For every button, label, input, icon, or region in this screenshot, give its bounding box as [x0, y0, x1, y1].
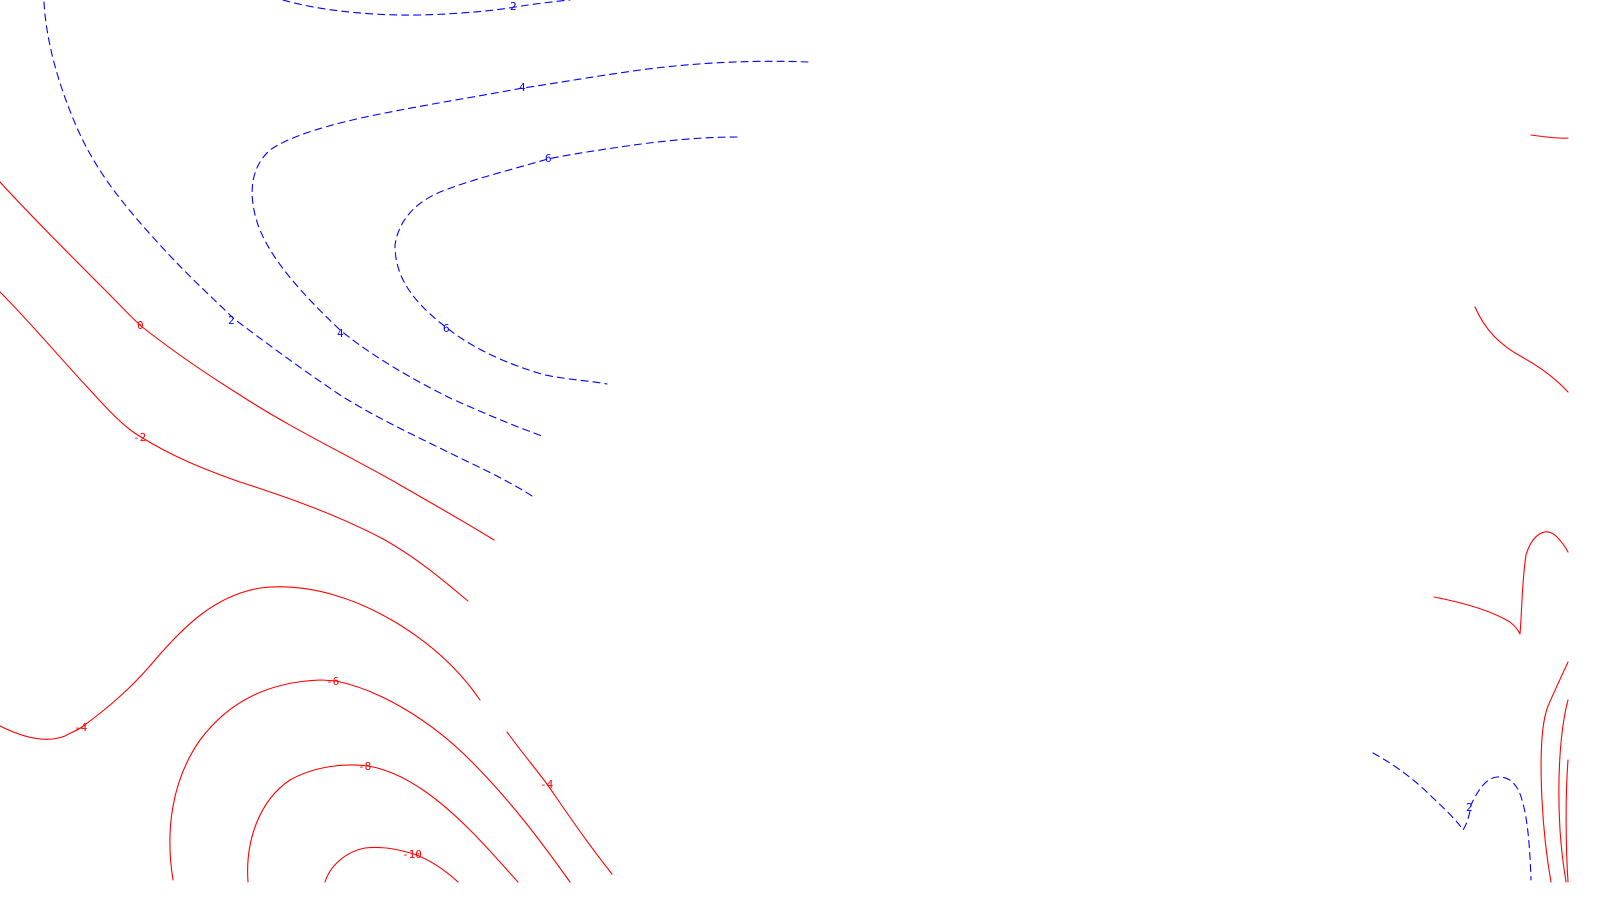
contour-label-2-top: 2 — [510, 0, 517, 13]
contour-line-2-left — [43, 1, 533, 497]
contour-line-minus-6 — [169, 679, 571, 883]
contour-line-0 — [0, 181, 495, 541]
contour-label-4-a: 4 — [519, 81, 526, 94]
contour-label-6-b: 6 — [443, 322, 450, 335]
negative-contours — [0, 134, 1569, 883]
contour-label-2-left: 2 — [228, 314, 235, 327]
contour-label-minus-2: -2 — [133, 431, 146, 444]
contour-line-minus-4-left — [0, 586, 481, 740]
contour-label-minus-8: -8 — [358, 760, 371, 773]
contour-line-2-top — [282, 0, 571, 16]
contour-line-minus-2 — [0, 291, 469, 602]
contour-label-6-a: 6 — [545, 152, 552, 165]
contour-line-right-a — [1530, 134, 1569, 139]
contour-line-right-b — [1474, 306, 1569, 393]
contour-line-6 — [394, 136, 738, 385]
contour-line-2-right — [1372, 752, 1532, 881]
contour-labels: 2 2 4 4 6 6 0 -2 -4 -4 -6 -8 -10 2 — [74, 0, 1473, 861]
contour-label-2-right: 2 — [1466, 801, 1473, 814]
contour-line-4 — [251, 60, 809, 437]
contour-line-minus-10 — [324, 846, 459, 883]
contour-line-right-d — [1540, 661, 1569, 883]
contour-label-4-b: 4 — [337, 327, 344, 340]
contour-label-minus-6: -6 — [326, 675, 339, 688]
contour-label-0: 0 — [137, 319, 144, 332]
contour-label-minus-10: -10 — [402, 848, 422, 861]
contour-label-minus-4-left: -4 — [74, 721, 88, 734]
contour-label-minus-4-right: -4 — [540, 778, 554, 791]
contour-line-minus-8 — [247, 764, 519, 883]
contour-line-minus-4-right — [506, 731, 613, 875]
positive-contours — [43, 0, 1532, 881]
contour-line-right-c — [1433, 531, 1569, 635]
